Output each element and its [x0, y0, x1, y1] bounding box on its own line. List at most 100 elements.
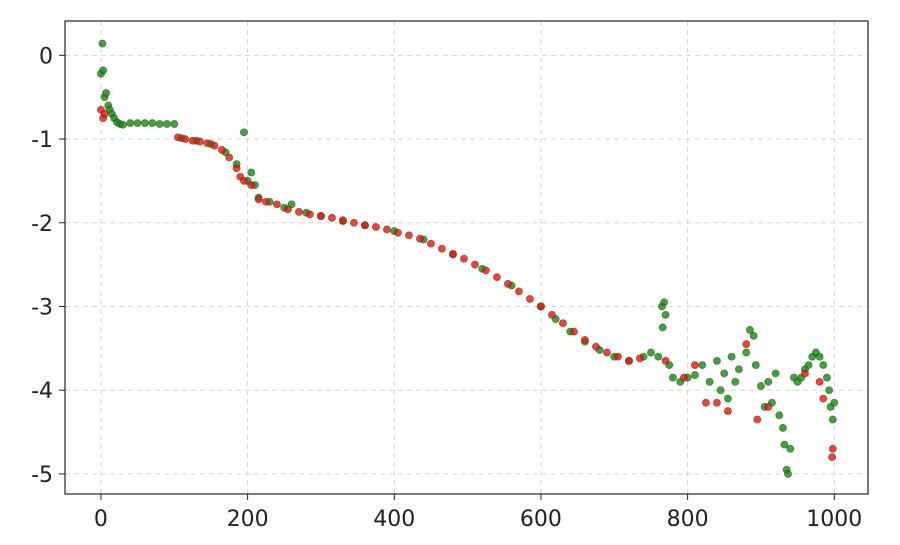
x-tick-label: 600: [520, 507, 562, 532]
point: [133, 119, 142, 128]
y-tick-label: -3: [31, 295, 53, 320]
x-tick-label: 200: [227, 507, 269, 532]
point: [338, 216, 347, 225]
point: [98, 39, 107, 48]
point: [745, 325, 754, 334]
point: [525, 294, 534, 303]
point: [360, 221, 369, 230]
point: [830, 398, 839, 407]
point: [646, 348, 655, 357]
point: [393, 228, 402, 237]
point: [239, 128, 248, 137]
x-tick-label: 0: [94, 507, 108, 532]
point: [162, 119, 171, 128]
point: [815, 352, 824, 361]
point: [210, 141, 219, 150]
point: [247, 168, 256, 177]
point: [771, 369, 780, 378]
point: [404, 231, 413, 240]
point: [786, 444, 795, 453]
point: [712, 398, 721, 407]
point: [828, 415, 837, 424]
point: [327, 213, 336, 222]
point: [679, 373, 688, 382]
point: [415, 234, 424, 243]
y-tick-label: -4: [31, 379, 53, 404]
point: [99, 66, 108, 75]
point: [569, 327, 578, 336]
point: [764, 377, 773, 386]
point: [580, 335, 589, 344]
point: [742, 348, 751, 357]
point: [195, 137, 204, 146]
point: [536, 302, 545, 311]
point: [217, 145, 226, 154]
point: [749, 331, 758, 340]
point: [825, 386, 834, 395]
point: [731, 377, 740, 386]
point: [780, 440, 789, 449]
point: [591, 342, 600, 351]
point: [712, 356, 721, 365]
x-tick-label: 400: [373, 507, 415, 532]
point: [305, 210, 314, 219]
point: [658, 323, 667, 332]
y-tick-label: 0: [39, 44, 53, 69]
point: [804, 361, 813, 370]
point: [254, 195, 263, 204]
point: [602, 348, 611, 357]
point: [492, 273, 501, 282]
point: [371, 222, 380, 231]
point: [100, 109, 109, 118]
point: [382, 225, 391, 234]
point: [102, 88, 111, 97]
point: [148, 119, 157, 128]
point: [800, 369, 809, 378]
point: [764, 402, 773, 411]
point: [294, 207, 303, 216]
point: [778, 423, 787, 432]
point: [668, 373, 677, 382]
x-tick-label: 800: [667, 507, 709, 532]
point: [784, 469, 793, 478]
point: [155, 119, 164, 128]
point: [448, 249, 457, 258]
point: [470, 260, 479, 269]
point: [232, 164, 241, 173]
point: [558, 319, 567, 328]
point: [828, 444, 837, 453]
point: [727, 352, 736, 361]
point: [173, 133, 182, 142]
point: [819, 361, 828, 370]
point: [734, 365, 743, 374]
point: [613, 352, 622, 361]
point: [140, 119, 149, 128]
point: [503, 279, 512, 288]
point: [819, 394, 828, 403]
point: [756, 382, 765, 391]
point: [203, 139, 212, 148]
point: [481, 266, 490, 275]
point: [261, 197, 270, 206]
point: [822, 373, 831, 382]
point: [239, 176, 248, 185]
point: [437, 244, 446, 253]
point: [660, 298, 669, 307]
point: [751, 361, 760, 370]
y-tick-label: -5: [31, 463, 53, 488]
point: [624, 356, 633, 365]
point: [705, 377, 714, 386]
point: [126, 119, 135, 128]
point: [635, 354, 644, 363]
point: [547, 310, 556, 319]
point: [815, 377, 824, 386]
plot-frame: [64, 20, 869, 495]
point: [723, 394, 732, 403]
point: [426, 239, 435, 248]
point: [247, 181, 256, 190]
point: [828, 453, 837, 462]
point: [225, 153, 234, 162]
point: [698, 361, 707, 370]
point: [349, 218, 358, 227]
